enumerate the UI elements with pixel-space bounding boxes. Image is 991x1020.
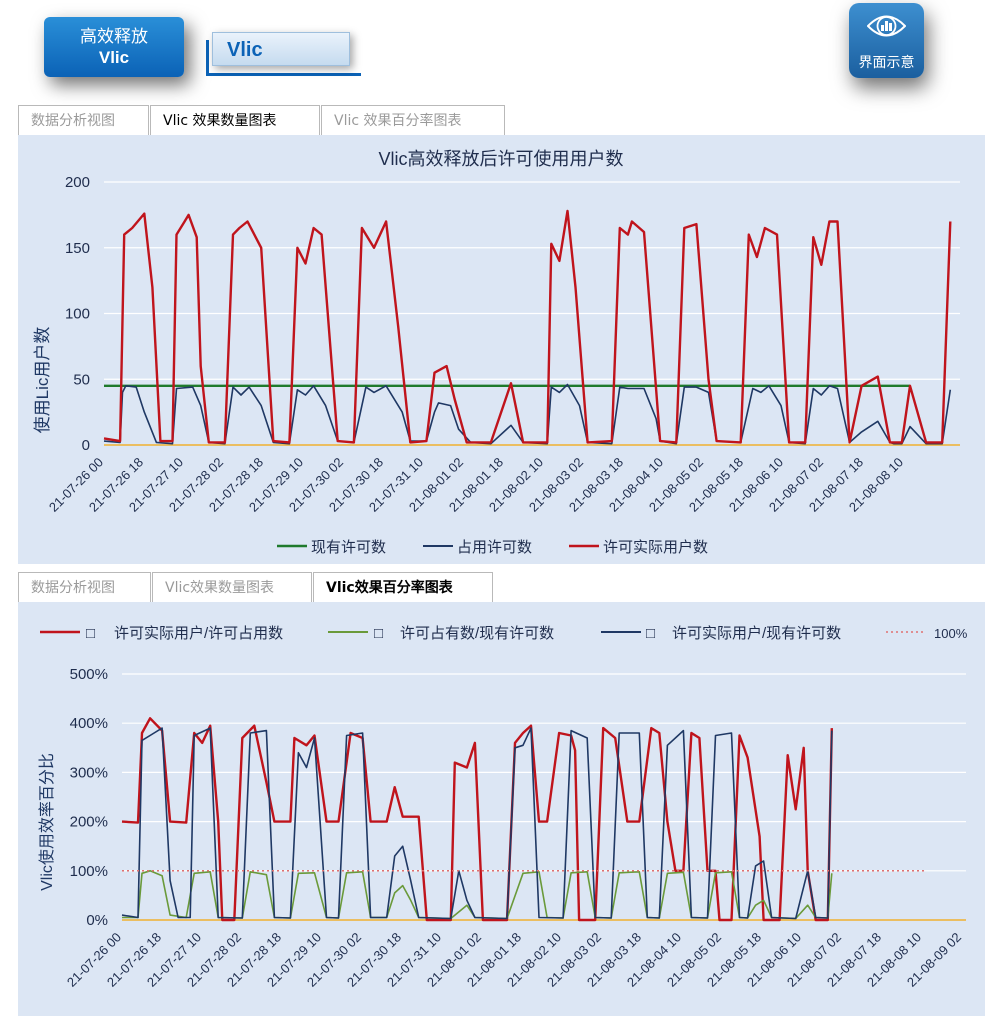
tab-data-analysis[interactable]: 数据分析视图 <box>18 105 149 135</box>
badge-line2: Vlic <box>98 48 130 67</box>
tab-data-analysis-2[interactable]: 数据分析视图 <box>18 572 151 602</box>
legend-users-per-existing: 许可实际用户/现有许可数 <box>672 625 841 642</box>
legend-existing-licenses: 现有许可数 <box>311 539 386 556</box>
interface-preview-label: 界面示意 <box>858 55 915 71</box>
eye-chart-icon <box>867 15 906 37</box>
c2-y-tick-label: 500% <box>70 666 108 683</box>
c1-y-tick-label: 200 <box>65 174 90 191</box>
connector-bracket <box>206 40 361 76</box>
legend-marker-3: □ <box>646 625 655 642</box>
tab-vlic-percent-chart-2[interactable]: Vlic效果百分率图表 <box>313 572 493 602</box>
count-chart-panel: Vlic高效释放后许可使用用户数 0 50 100 150 200 使用Lic用户数 2… <box>18 135 985 564</box>
c1-y-tick-label: 150 <box>65 240 90 257</box>
c2-y-tick-label: 200% <box>70 814 108 831</box>
c1-y-tick-label: 100 <box>65 306 90 323</box>
percent-chart: □ 许可实际用户/许可占用数 □ 许可占有数/现有许可数 □ 许可实际用户/现有… <box>38 625 968 990</box>
legend-100-percent: 100% <box>934 626 968 641</box>
tab-vlic-percent-chart[interactable]: Vlic 效果百分率图表 <box>321 105 505 135</box>
c2-y-tick-label: 400% <box>70 715 108 732</box>
c2-series-line-2 <box>121 727 833 920</box>
legend-marker-2: □ <box>374 625 383 642</box>
chart1-title: Vlic高效释放后许可使用用户数 <box>378 149 623 169</box>
c2-y-tick-label: 300% <box>70 764 108 781</box>
top-tab-bar: 数据分析视图 Vlic 效果数量图表 Vlic 效果百分率图表 <box>18 105 506 135</box>
c2-y-tick-label: 0% <box>86 912 108 929</box>
legend-actual-users: 许可实际用户数 <box>603 539 708 556</box>
legend-marker-1: □ <box>86 625 95 642</box>
c2-series-line-1 <box>122 869 833 920</box>
chart1-y-axis-label: 使用Lic用户数 <box>32 327 52 434</box>
vlic-pill[interactable]: Vlic <box>212 32 350 66</box>
c1-series-line-2 <box>103 209 952 444</box>
vlic-release-badge[interactable]: 高效释放 Vlic <box>44 17 184 77</box>
c1-y-tick-label: 50 <box>73 371 90 388</box>
chart2-y-axis-label: Vlic使用效率百分比 <box>38 753 56 891</box>
c1-y-tick-label: 0 <box>82 437 90 454</box>
tab-vlic-count-chart[interactable]: Vlic 效果数量图表 <box>150 105 320 135</box>
tab-vlic-count-chart-2[interactable]: Vlic效果数量图表 <box>152 572 312 602</box>
interface-preview-button[interactable]: 界面示意 <box>849 3 924 78</box>
legend-occupied-licenses: 占用许可数 <box>457 539 532 556</box>
c2-series-line-0 <box>121 717 833 922</box>
legend-users-per-occupied: 许可实际用户/许可占用数 <box>114 625 283 642</box>
legend-occupied-per-existing: 许可占有数/现有许可数 <box>400 625 554 642</box>
c2-y-tick-label: 100% <box>70 863 108 880</box>
chart2-legend: □ 许可实际用户/许可占用数 □ 许可占有数/现有许可数 □ 许可实际用户/现有… <box>40 625 968 642</box>
percent-chart-panel: □ 许可实际用户/许可占用数 □ 许可占有数/现有许可数 □ 许可实际用户/现有… <box>18 602 985 1016</box>
badge-line1: 高效释放 <box>80 27 148 47</box>
chart1-legend: 现有许可数 占用许可数 许可实际用户数 <box>277 539 708 556</box>
bottom-tab-bar: 数据分析视图 Vlic效果数量图表 Vlic效果百分率图表 <box>18 572 494 602</box>
c1-series-line-1 <box>103 383 952 445</box>
